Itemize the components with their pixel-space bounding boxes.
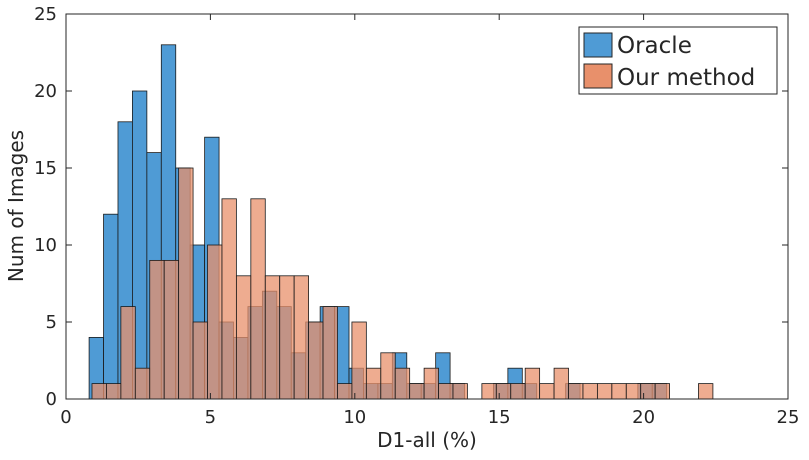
our-method-bar xyxy=(134,367,151,400)
our-method-bar xyxy=(495,383,512,400)
legend-swatch-our-method xyxy=(583,63,613,89)
our-method-bar xyxy=(596,383,613,400)
our-method-bar xyxy=(293,275,309,400)
plot-frame xyxy=(65,13,789,400)
our-method-bar xyxy=(207,244,223,400)
our-method-bar xyxy=(582,383,598,400)
our-method-bar xyxy=(611,383,627,400)
our-method-bar xyxy=(409,383,425,400)
x-tick-label: 0 xyxy=(60,407,71,428)
our-method-bar xyxy=(250,198,266,400)
y-tick-label: 10 xyxy=(34,235,57,256)
our-method-bar xyxy=(264,275,281,400)
legend-swatch-oracle xyxy=(583,32,613,58)
our-method-bar xyxy=(149,259,165,400)
y-tick-label: 20 xyxy=(34,81,57,102)
our-method-bar xyxy=(539,383,555,400)
our-method-bar xyxy=(120,306,136,400)
our-method-bar xyxy=(279,275,295,400)
y-tick-label: 15 xyxy=(34,158,57,179)
legend-label-our-method: Our method xyxy=(617,65,755,91)
our-method-bar xyxy=(221,198,237,400)
our-method-bar xyxy=(337,383,353,400)
our-method-bar xyxy=(481,383,497,400)
oracle-bar xyxy=(103,213,119,400)
y-axis-label: Num of Images xyxy=(4,130,28,282)
our-method-bar xyxy=(524,367,541,400)
our-method-bar xyxy=(625,383,642,400)
our-method-bar xyxy=(351,321,367,400)
legend: Oracle Our method xyxy=(578,26,778,95)
our-method-bar xyxy=(380,352,396,400)
our-method-bar xyxy=(235,275,252,400)
x-tick-label: 25 xyxy=(777,407,800,428)
our-method-bar xyxy=(654,383,670,400)
our-method-bar xyxy=(308,321,324,400)
legend-label-oracle: Oracle xyxy=(617,33,692,59)
our-method-bar xyxy=(423,367,439,400)
our-method-bar xyxy=(394,367,411,400)
our-method-bar xyxy=(640,383,656,400)
our-method-bar xyxy=(510,383,526,400)
our-method-bar xyxy=(163,259,180,400)
y-tick-label: 0 xyxy=(46,389,57,410)
our-method-bar xyxy=(106,383,122,400)
our-method-bar xyxy=(452,383,468,400)
our-method-bar xyxy=(192,321,208,400)
our-method-bar xyxy=(365,367,382,400)
x-tick-label: 5 xyxy=(205,407,216,428)
x-tick-label: 10 xyxy=(343,407,366,428)
our-method-bar xyxy=(568,383,584,400)
our-method-bar xyxy=(698,383,714,400)
x-tick-label: 15 xyxy=(488,407,511,428)
our-method-bar xyxy=(91,383,107,400)
x-tick-label: 20 xyxy=(632,407,655,428)
x-axis-ticks: 0 5 10 15 20 25 xyxy=(60,14,799,428)
our-method-bar xyxy=(553,367,569,400)
y-axis-ticks: 0 5 10 15 20 25 xyxy=(34,4,788,410)
y-tick-label: 25 xyxy=(34,4,57,25)
x-axis-label: D1-all (%) xyxy=(377,428,477,452)
our-method-bar xyxy=(322,306,338,400)
our-method-bar xyxy=(438,383,454,400)
our-method-bar xyxy=(178,167,194,400)
y-tick-label: 5 xyxy=(46,312,57,333)
